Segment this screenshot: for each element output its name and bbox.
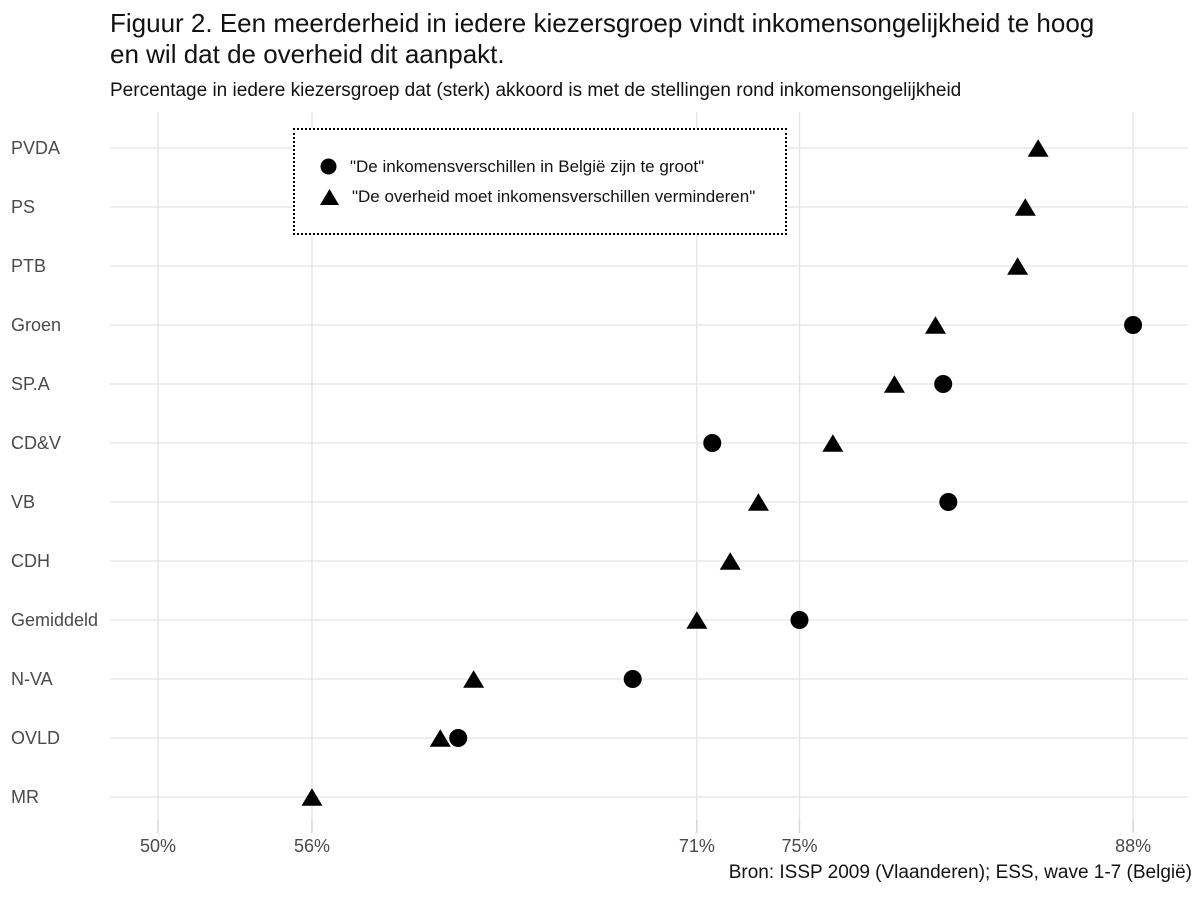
y-axis-label-sp-a: SP.A: [11, 374, 50, 394]
legend-label-circle: "De inkomensverschillen in België zijn t…: [350, 156, 705, 176]
y-axis-label-ptb: PTB: [11, 256, 46, 276]
data-point-circle-cd-v: [703, 434, 722, 452]
circle-marker-icon: [320, 158, 337, 175]
x-axis-tick-label: 50%: [140, 836, 176, 856]
chart-subtitle: Percentage in iedere kiezersgroep dat (s…: [110, 80, 962, 101]
data-point-circle-groen: [1124, 316, 1143, 334]
y-axis-label-mr: MR: [11, 787, 39, 807]
data-point-triangle-mr: [301, 788, 323, 806]
chart-title: Figuur 2. Een meerderheid in iedere kiez…: [110, 8, 1094, 70]
source-caption: Bron: ISSP 2009 (Vlaanderen); ESS, wave …: [728, 862, 1192, 883]
data-point-triangle-ptb: [1007, 257, 1029, 275]
y-axis-label-groen: Groen: [11, 315, 61, 335]
y-axis-label-ovld: OVLD: [11, 728, 60, 748]
chart-title-line1: Figuur 2. Een meerderheid in iedere kiez…: [110, 8, 1095, 38]
data-point-triangle-gemiddeld: [686, 611, 708, 629]
y-axis-label-cdh: CDH: [11, 551, 50, 571]
legend-box: "De inkomensverschillen in België zijn t…: [293, 128, 787, 235]
x-axis-tick-label: 56%: [294, 836, 330, 856]
y-axis-label-ps: PS: [11, 197, 35, 217]
data-point-triangle-ps: [1014, 198, 1036, 216]
y-axis-label-cd-v: CD&V: [11, 433, 61, 453]
data-point-triangle-ovld: [429, 729, 451, 747]
y-axis-label-gemiddeld: Gemiddeld: [11, 610, 98, 630]
y-axis-label-pvda: PVDA: [11, 138, 60, 158]
y-axis-label-vb: VB: [11, 492, 35, 512]
data-point-circle-gemiddeld: [790, 611, 809, 629]
data-point-triangle-cdh: [719, 552, 741, 570]
data-point-triangle-groen: [924, 316, 946, 334]
x-axis-tick-label: 71%: [679, 836, 715, 856]
data-point-triangle-cd-v: [822, 434, 844, 452]
x-axis-tick-label: 88%: [1115, 836, 1151, 856]
triangle-marker-icon: [320, 188, 339, 205]
data-point-circle-ovld: [449, 729, 468, 747]
data-point-triangle-sp-a: [883, 375, 905, 393]
data-point-circle-sp-a: [934, 375, 953, 393]
data-point-triangle-vb: [747, 493, 769, 511]
data-point-triangle-pvda: [1027, 139, 1049, 157]
x-axis-tick-label: 75%: [781, 836, 817, 856]
data-point-circle-vb: [939, 493, 958, 511]
legend-item-circle: "De inkomensverschillen in België zijn t…: [320, 157, 785, 177]
legend-item-triangle: "De overheid moet inkomensverschillen ve…: [320, 187, 785, 207]
legend-label-triangle: "De overheid moet inkomensverschillen ve…: [352, 186, 756, 206]
data-point-triangle-n-va: [463, 670, 485, 688]
data-point-circle-n-va: [623, 670, 642, 688]
chart-title-line2: en wil dat de overheid dit aanpakt.: [110, 39, 505, 69]
y-axis-label-n-va: N-VA: [11, 669, 53, 689]
